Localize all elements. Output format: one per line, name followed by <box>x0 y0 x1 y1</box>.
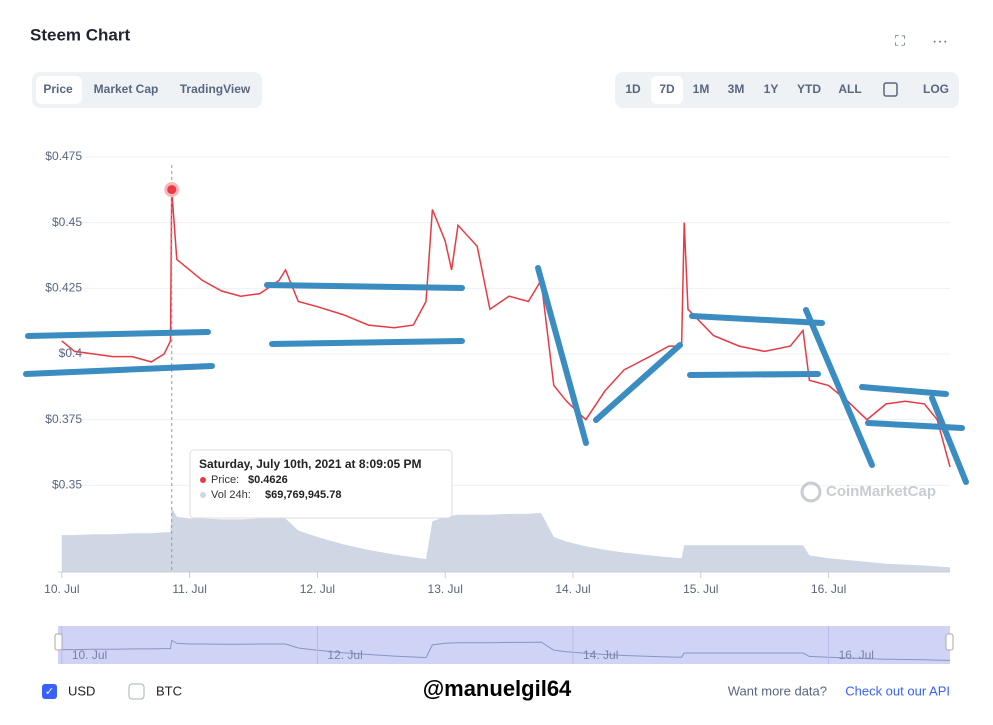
y-tick-label: $0.375 <box>45 412 82 426</box>
more-data: Want more data? <box>728 683 827 698</box>
trendline <box>593 342 683 423</box>
x-tick-label: 12. Jul <box>300 582 335 596</box>
tooltip: Saturday, July 10th, 2021 at 8:09:05 PM … <box>189 449 453 519</box>
trendline <box>689 313 825 326</box>
fullscreen-icon[interactable]: ⛶ <box>895 33 905 49</box>
tooltip-box <box>189 449 453 519</box>
x-tick-label: 16. Jul <box>811 582 846 596</box>
y-tick-label: $0.425 <box>45 281 82 295</box>
x-tick-label: 10. Jul <box>44 582 79 596</box>
plot: $0.475 $0.45 $0.425 $0.4 $0.375 $0.35 10. Jul 1… <box>44 149 951 596</box>
range-button[interactable]: 1M <box>693 82 710 96</box>
trendline <box>535 265 589 446</box>
trendline <box>687 371 821 378</box>
range-active <box>651 76 683 104</box>
tab[interactable]: TradingView <box>180 82 251 96</box>
tooltip-dot <box>200 477 206 483</box>
checkbox-checked[interactable] <box>42 684 57 699</box>
tooltip-dot <box>200 492 206 498</box>
y-tick-label: $0.45 <box>52 215 82 229</box>
range-button[interactable]: 1Y <box>764 82 779 96</box>
navigator-label: 14. Jul <box>583 648 618 662</box>
range-buttons: 1D 7D 1M 3M 1Y YTD ALL <box>625 82 861 96</box>
trendline <box>25 329 211 339</box>
watermark: CoinMarketCap <box>826 483 936 500</box>
api-link[interactable]: Check out our API <box>845 683 950 698</box>
drawn-trendlines <box>23 265 969 485</box>
trendline <box>264 282 465 291</box>
range-button[interactable]: ALL <box>838 82 861 96</box>
navigator-label: 16. Jul <box>839 648 874 662</box>
check-icon: ✓ <box>45 686 54 698</box>
x-tick-label: 13. Jul <box>428 582 463 596</box>
range-group <box>615 72 959 108</box>
range-button[interactable]: YTD <box>797 82 821 96</box>
navigator-line <box>61 639 951 661</box>
y-tick-label: $0.35 <box>52 477 82 491</box>
tab-group <box>32 72 262 108</box>
range-button[interactable]: 1D <box>625 82 641 96</box>
navigator-handle[interactable] <box>54 633 63 651</box>
trendline <box>23 363 215 377</box>
calendar-icon[interactable] <box>883 82 898 97</box>
watermark-logo <box>800 481 822 503</box>
range-button[interactable]: 3M <box>728 82 745 96</box>
tab[interactable]: Price <box>43 82 73 96</box>
trendline <box>859 384 949 397</box>
volume-area <box>61 507 951 572</box>
tooltip-value: $69,769,945.78 <box>265 489 341 501</box>
x-tick-label: 14. Jul <box>555 582 590 596</box>
navigator-label: 10. Jul <box>72 648 107 662</box>
checkbox[interactable] <box>128 683 145 700</box>
trendline <box>929 395 969 485</box>
y-tick-label: $0.475 <box>45 149 82 163</box>
x-tick-label: 15. Jul <box>683 582 718 596</box>
tooltip-value: $0.4626 <box>248 474 288 486</box>
hover-point <box>164 182 180 198</box>
author: @manuelgil64 <box>423 676 572 701</box>
trendline <box>803 307 875 468</box>
range-button[interactable]: 7D <box>659 82 675 96</box>
price-line <box>61 189 951 468</box>
tooltip-title: Saturday, July 10th, 2021 at 8:09:05 PM <box>199 457 422 471</box>
y-tick-label: $0.4 <box>59 346 83 360</box>
tooltip-label: Price: <box>211 474 239 486</box>
tab[interactable]: Market Cap <box>94 82 159 96</box>
chart-title: Steem Chart <box>30 25 130 44</box>
navigator-handle[interactable] <box>945 633 954 651</box>
more-icon[interactable]: ··· <box>932 33 948 50</box>
currency-label: USD <box>68 683 95 698</box>
tooltip-label: Vol 24h: <box>211 489 251 501</box>
log-button[interactable]: LOG <box>923 82 949 96</box>
x-tick-label: 11. Jul <box>172 582 206 596</box>
navigator-content: 10. Jul 12. Jul 14. Jul 16. Jul <box>54 626 954 664</box>
trendline <box>269 338 465 347</box>
currency-label: BTC <box>156 683 182 698</box>
tab-active <box>36 76 82 104</box>
navigator-label: 12. Jul <box>327 648 362 662</box>
navigator[interactable] <box>58 626 950 664</box>
